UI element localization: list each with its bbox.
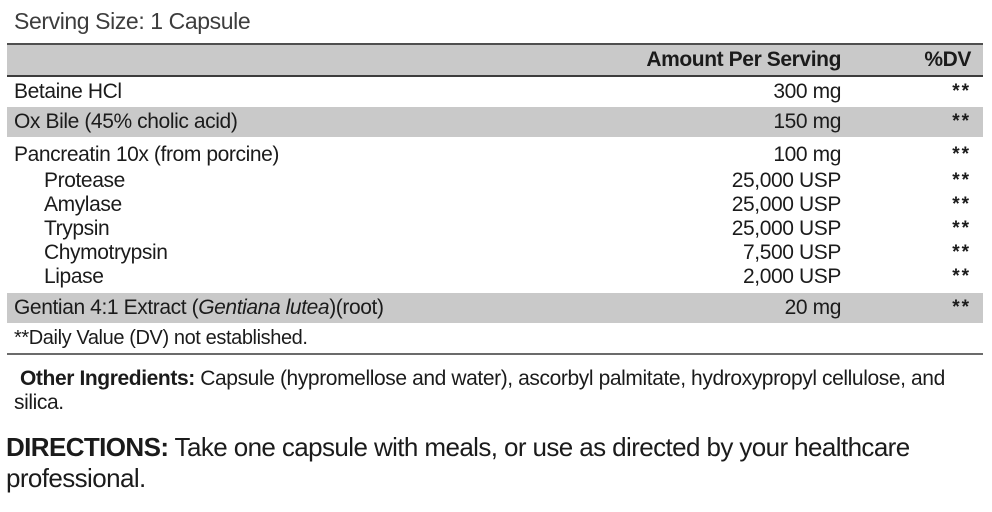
ingredient-amount: 300 mg [773,80,841,103]
ingredient-amount: 25,000 USP [731,169,842,192]
ingredient-amount: 7,500 USP [743,241,841,264]
ingredient-amount: 25,000 USP [731,193,842,216]
ingredient-dv: ** [952,218,971,239]
ingredient-row: Chymotrypsin 7,500 USP ** [7,241,983,265]
ingredient-row: Trypsin 25,000 USP ** [7,217,983,241]
ingredient-name: Betaine HCl [14,80,122,103]
ingredient-dv: ** [952,170,971,191]
ingredient-name: Ox Bile (45% cholic acid) [14,110,238,133]
ingredient-row: Lipase 2,000 USP ** [7,265,983,289]
ingredient-row: Ox Bile (45% cholic acid) 150 mg ** [7,107,983,137]
ingredient-row: Amylase 25,000 USP ** [7,193,983,217]
ingredient-row: Betaine HCl 300 mg ** [7,77,983,107]
ingredient-amount: 100 mg [773,143,841,166]
ingredient-name: Pancreatin 10x (from porcine) [14,143,280,166]
other-ingredients-paragraph: Other Ingredients: Capsule (hypromellose… [14,367,973,415]
directions-label: DIRECTIONS: [6,432,169,462]
facts-table: Amount Per Serving %DV Betaine HCl 300 mg… [7,43,983,355]
ingredient-amount: 150 mg [773,110,841,133]
ingredient-name: Lipase [44,265,104,288]
header-percent-dv: %DV [924,48,971,71]
ingredient-rows: Betaine HCl 300 mg ** Ox Bile (45% cholic a… [7,77,983,323]
other-ingredients-text: Capsule (hypromellose and water), ascorb… [14,367,945,414]
ingredient-dv: ** [952,297,971,318]
ingredient-row: Pancreatin 10x (from porcine) 100 mg ** [7,137,983,169]
ingredient-name: Gentian 4:1 Extract (Gentiana lutea)(roo… [14,296,384,319]
supplement-facts-panel: Serving Size: 1 Capsule Amount Per Servi… [7,0,983,415]
ingredient-dv: ** [952,81,971,102]
ingredient-row: Gentian 4:1 Extract (Gentiana lutea)(roo… [7,293,983,323]
ingredient-name: Protease [44,169,125,192]
ingredient-dv: ** [952,111,971,132]
ingredient-dv: ** [952,242,971,263]
daily-value-footnote: **Daily Value (DV) not established. [14,326,308,349]
ingredient-dv: ** [952,144,971,165]
ingredient-amount: 2,000 USP [743,265,841,288]
serving-size-text: Serving Size: 1 Capsule [14,8,251,34]
ingredient-row: Protease 25,000 USP ** [7,169,983,193]
facts-table-header: Amount Per Serving %DV [7,45,983,77]
directions-text: Take one capsule with meals, or use as d… [6,432,910,493]
ingredient-dv: ** [952,266,971,287]
ingredient-amount: 25,000 USP [731,217,842,240]
directions-paragraph: DIRECTIONS: Take one capsule with meals,… [6,432,986,494]
other-ingredients-label: Other Ingredients: [20,367,195,390]
header-amount-per-serving: Amount Per Serving [646,48,841,71]
footnote-row: **Daily Value (DV) not established. [7,323,983,353]
ingredient-amount: 20 mg [784,296,842,319]
ingredient-dv: ** [952,194,971,215]
ingredient-name: Chymotrypsin [44,241,168,264]
ingredient-name: Trypsin [44,217,110,240]
ingredient-name: Amylase [44,193,122,216]
